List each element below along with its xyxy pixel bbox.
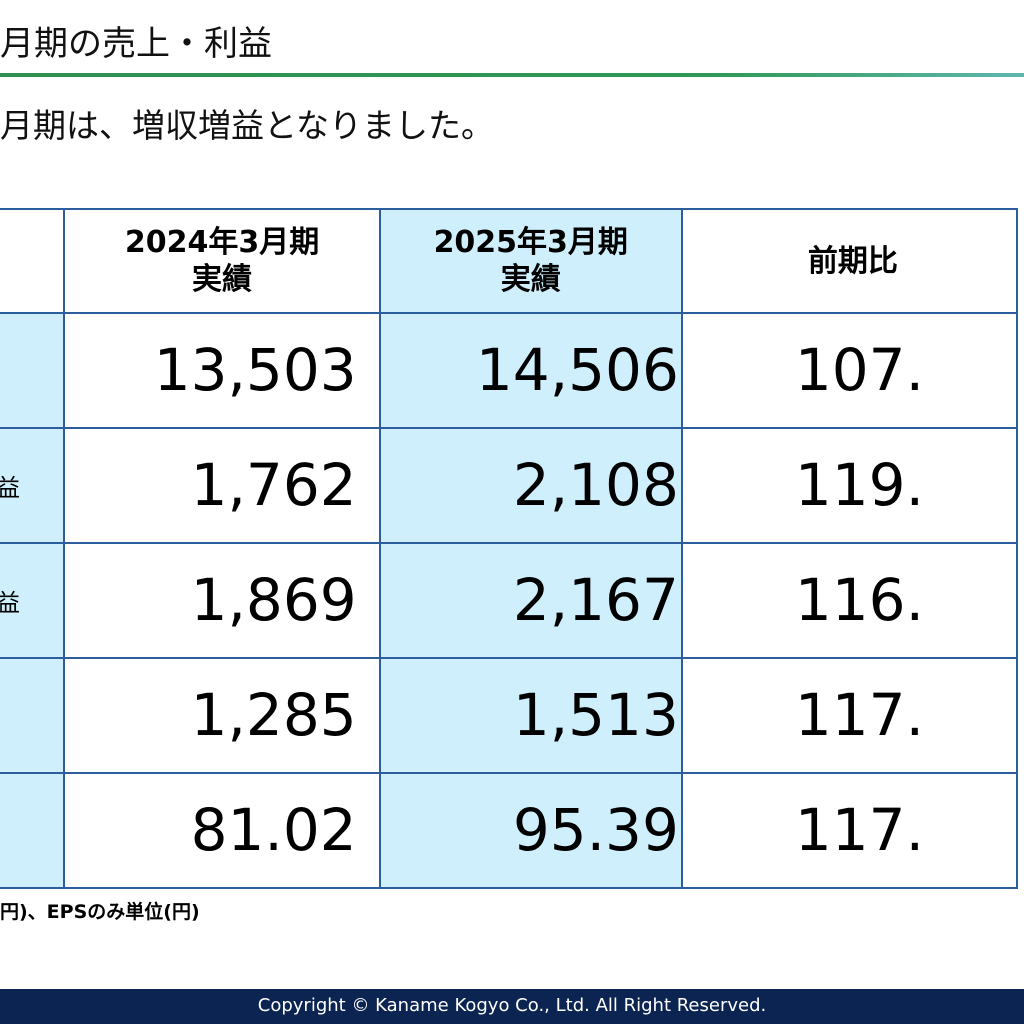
row-label — [0, 772, 66, 889]
header-prev-actual: 実績 — [192, 262, 253, 297]
curr-value: 1,513 — [378, 657, 683, 774]
row-label — [0, 312, 66, 429]
footer-bar: Copyright © Kaname Kogyo Co., Ltd. All R… — [0, 989, 1024, 1024]
row-label — [0, 657, 66, 774]
yoy-value: 119. — [680, 427, 1019, 544]
yoy-value: 116. — [680, 542, 1019, 659]
header-curr-actual: 実績 — [500, 262, 561, 297]
page-subtitle: 月期は、増収増益となりました。 — [0, 106, 495, 145]
row-label: 益 — [0, 427, 66, 544]
header-label-cell — [0, 208, 66, 314]
curr-value: 95.39 — [378, 772, 683, 889]
prev-value: 81.02 — [63, 772, 381, 889]
unit-note: 円)、EPSのみ単位(円) — [0, 901, 200, 923]
page-title: 月期の売上・利益 — [0, 24, 272, 64]
table-row: 13,503 14,506 107. — [0, 312, 1019, 429]
table-row: 益 1,762 2,108 119. — [0, 427, 1019, 544]
prev-value: 1,285 — [63, 657, 381, 774]
title-divider — [0, 73, 1024, 77]
table-row: 益 1,869 2,167 116. — [0, 542, 1019, 659]
header-yoy: 前期比 — [680, 208, 1019, 314]
copyright-text: Copyright © Kaname Kogyo Co., Ltd. All R… — [257, 995, 767, 1016]
table-row: 1,285 1,513 117. — [0, 657, 1019, 774]
curr-value: 2,167 — [378, 542, 683, 659]
curr-value: 2,108 — [378, 427, 683, 544]
header-prev-year: 2024年3月期 実績 — [63, 208, 381, 314]
results-table: 2024年3月期 実績 2025年3月期 実績 前期比 13,503 14,50… — [0, 208, 1019, 889]
yoy-value: 117. — [680, 772, 1019, 889]
yoy-value: 107. — [680, 312, 1019, 429]
prev-value: 13,503 — [63, 312, 381, 429]
table-row: 81.02 95.39 117. — [0, 772, 1019, 889]
header-prev-period: 2024年3月期 — [124, 225, 320, 260]
curr-value: 14,506 — [378, 312, 683, 429]
header-curr-year: 2025年3月期 実績 — [378, 208, 683, 314]
header-curr-period: 2025年3月期 — [433, 225, 628, 260]
prev-value: 1,869 — [63, 542, 381, 659]
table-header-row: 2024年3月期 実績 2025年3月期 実績 前期比 — [0, 208, 1019, 314]
row-label: 益 — [0, 542, 66, 659]
prev-value: 1,762 — [63, 427, 381, 544]
yoy-value: 117. — [680, 657, 1019, 774]
